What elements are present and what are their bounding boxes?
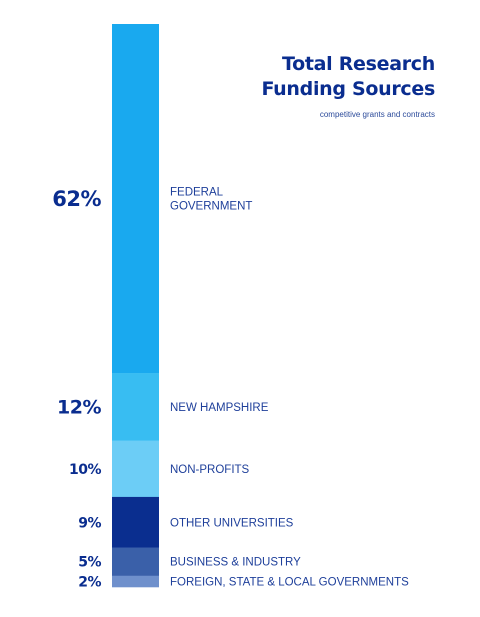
bar-segment-foreign-state-and-local-governments: [112, 575, 159, 588]
percent-label-business-and-industry: 5%: [78, 555, 101, 571]
bar-segment-federal-government: [112, 24, 159, 374]
chart-subtitle: competitive grants and contracts: [319, 110, 435, 119]
category-label-foreign-state-and-local-governments: FOREIGN, STATE & LOCAL GOVERNMENTS: [170, 576, 409, 588]
chart-title: Total Research Funding Sources: [261, 52, 435, 102]
stacked-bar: [112, 24, 159, 588]
chart-title-line-2: Funding Sources: [261, 78, 435, 100]
category-label-other-universities: OTHER UNIVERSITIES: [170, 517, 294, 529]
percent-label-new-hampshire: 12%: [57, 397, 101, 419]
category-label-business-and-industry: BUSINESS & INDUSTRY: [170, 557, 301, 569]
bar-segment-new-hampshire: [112, 373, 159, 441]
category-label-non-profits: NON-PROFITS: [170, 464, 250, 476]
category-label-new-hampshire: NEW HAMPSHIRE: [170, 402, 269, 414]
bar-segment-non-profits: [112, 440, 159, 498]
percent-label-foreign-state-and-local-governments: 2%: [78, 574, 101, 590]
category-label-federal-government-line-1: FEDERAL: [170, 187, 224, 199]
bar-segment-business-and-industry: [112, 547, 159, 577]
percent-label-federal-government: 62%: [52, 187, 101, 211]
percent-label-other-universities: 9%: [78, 515, 101, 531]
chart-title-line-1: Total Research: [281, 53, 435, 75]
percent-labels: 62% 12% 10% 9% 5% 2%: [52, 187, 102, 590]
bar-segment-other-universities: [112, 496, 159, 548]
category-label-federal-government-line-2: GOVERNMENT: [170, 201, 252, 213]
category-labels: FEDERAL GOVERNMENT NEW HAMPSHIRE NON-PROFIT…: [170, 187, 409, 589]
percent-label-non-profits: 10%: [69, 462, 101, 478]
